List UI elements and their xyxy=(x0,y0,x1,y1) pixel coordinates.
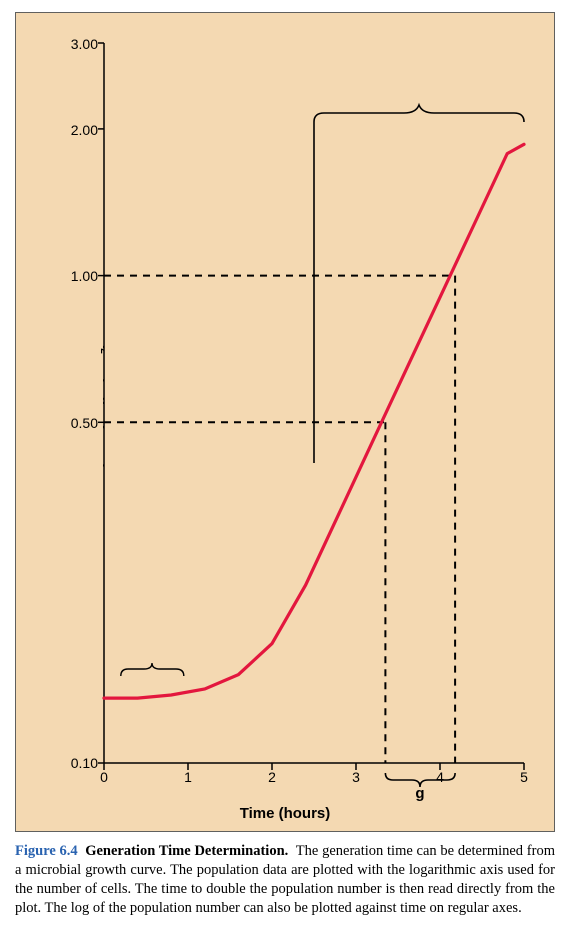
y-tick-label: 2.00 xyxy=(48,122,98,138)
exp-brace xyxy=(314,105,524,463)
plot-area xyxy=(104,43,524,763)
x-tick-label: 0 xyxy=(89,769,119,785)
chart-container: Number of cells (×107) 0.10 0.50 1.00 2.… xyxy=(15,12,555,832)
g-label: g xyxy=(410,785,430,802)
chart-svg xyxy=(104,43,524,763)
figure-number: Figure 6.4 xyxy=(15,843,78,859)
x-tick-label: 1 xyxy=(173,769,203,785)
x-tick-label: 3 xyxy=(341,769,371,785)
y-tick-label: 1.00 xyxy=(48,268,98,284)
y-tick-label: 0.50 xyxy=(48,415,98,431)
figure-title: Generation Time Determination. xyxy=(85,843,288,859)
lag-brace xyxy=(121,663,184,676)
figure-caption: Figure 6.4 Generation Time Determination… xyxy=(15,842,555,919)
x-tick-label: 4 xyxy=(425,769,455,785)
y-tick-label: 3.00 xyxy=(48,36,98,52)
x-tick-label: 2 xyxy=(257,769,287,785)
figure-wrapper: Number of cells (×107) 0.10 0.50 1.00 2.… xyxy=(0,0,570,931)
dashed-guides xyxy=(104,276,455,763)
x-axis-label: Time (hours) xyxy=(16,805,554,822)
x-tick-label: 5 xyxy=(509,769,539,785)
